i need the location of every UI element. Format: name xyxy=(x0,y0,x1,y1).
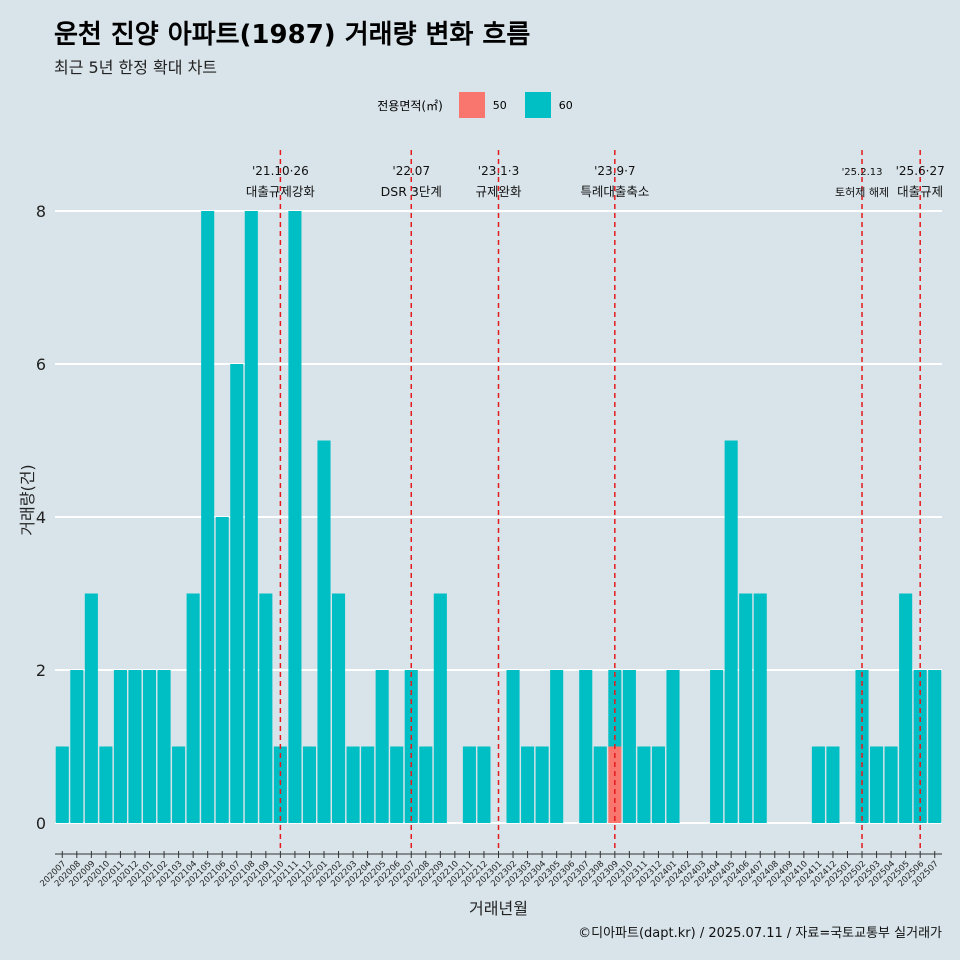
y-tick-label: 6 xyxy=(36,355,46,374)
bar-60-202011 xyxy=(113,670,127,823)
bar-60-202009 xyxy=(84,593,98,823)
y-tick-label: 4 xyxy=(36,508,46,527)
event-date: '25.6·27 xyxy=(896,164,945,178)
x-axis-title: 거래년월 xyxy=(469,899,528,918)
bar-60-202304 xyxy=(535,746,549,823)
bar-60-202209 xyxy=(433,593,447,823)
y-tick-label: 8 xyxy=(36,202,46,221)
bar-60-202311 xyxy=(637,746,651,823)
bar-60-202203 xyxy=(346,746,360,823)
chart-title: 운천 진양 아파트(1987) 거래량 변화 흐름 xyxy=(54,20,531,50)
bar-60-202107 xyxy=(230,364,244,823)
bar-60-202102 xyxy=(157,670,171,823)
event-label: 대출규제 xyxy=(897,184,943,199)
bar-60-202206 xyxy=(390,746,404,823)
y-tick-label: 0 xyxy=(36,814,46,833)
legend-label-60: 60 xyxy=(558,98,573,112)
bar-60-202407 xyxy=(753,593,767,823)
bar-60-202106 xyxy=(215,517,229,823)
bar-60-202010 xyxy=(99,746,113,823)
bar-60-202405 xyxy=(724,440,738,823)
event-date: '25.2.13 xyxy=(842,167,883,178)
bar-60-202007 xyxy=(55,746,69,823)
bar-60-202208 xyxy=(419,746,433,823)
bar-60-202503 xyxy=(870,746,884,823)
source-credit: ©디아파트(dapt.kr) / 2025.07.11 / 자료=국토교통부 실… xyxy=(578,926,942,941)
bar-60-202406 xyxy=(739,593,753,823)
y-axis-title: 거래량(건) xyxy=(18,464,37,535)
bar-60-202205 xyxy=(375,670,389,823)
legend-label-50: 50 xyxy=(492,98,507,112)
y-tick-label: 2 xyxy=(36,661,46,680)
bar-60-202211 xyxy=(462,746,476,823)
bar-60-202204 xyxy=(361,746,375,823)
event-date: '22.07 xyxy=(392,164,430,178)
bar-60-202112 xyxy=(302,746,317,823)
event-label: 토허제 해제 xyxy=(835,185,889,199)
bar-60-202109 xyxy=(259,593,273,823)
event-label: DSR 3단계 xyxy=(381,184,442,199)
bar-60-202305 xyxy=(550,670,564,823)
event-label: 대출규제강화 xyxy=(246,184,316,199)
bar-60-202404 xyxy=(710,670,724,823)
legend: 전용면적(㎡) 50 60 xyxy=(0,92,960,118)
event-date: '23.9·7 xyxy=(594,164,635,178)
bar-60-202307 xyxy=(579,670,593,823)
bar-60-202401 xyxy=(666,670,680,823)
bar-60-202108 xyxy=(244,211,258,823)
bar-60-202008 xyxy=(70,670,84,823)
bar-60-202302 xyxy=(506,670,520,823)
bar-60-202212 xyxy=(477,746,491,823)
bar-60-202312 xyxy=(651,746,665,823)
bar-60-202303 xyxy=(521,746,535,823)
bar-60-202507 xyxy=(928,670,942,823)
bar-60-202202 xyxy=(332,593,346,823)
legend-title: 전용면적(㎡) xyxy=(377,98,443,113)
bar-60-202111 xyxy=(288,211,302,823)
event-date: '23.1·3 xyxy=(478,164,519,178)
legend-swatch-60 xyxy=(524,92,551,118)
bar-60-202105 xyxy=(201,211,215,823)
bar-60-202201 xyxy=(317,440,331,823)
bar-60-202412 xyxy=(826,746,840,823)
bar-60-202411 xyxy=(811,746,825,823)
bar-60-202103 xyxy=(172,746,186,823)
bar-60-202101 xyxy=(142,670,157,823)
bar-60-202104 xyxy=(186,593,200,823)
event-date: '21.10·26 xyxy=(252,164,309,178)
bar-60-202504 xyxy=(884,746,898,823)
chart-subtitle: 최근 5년 한정 확대 차트 xyxy=(54,58,218,77)
bar-60-202505 xyxy=(899,593,913,823)
event-label: 특례대출축소 xyxy=(580,184,649,199)
event-label: 규제완화 xyxy=(475,184,522,199)
bar-60-202012 xyxy=(128,670,142,823)
bar-60-202308 xyxy=(593,746,607,823)
bar-60-202310 xyxy=(622,670,636,823)
legend-swatch-50 xyxy=(458,92,485,118)
